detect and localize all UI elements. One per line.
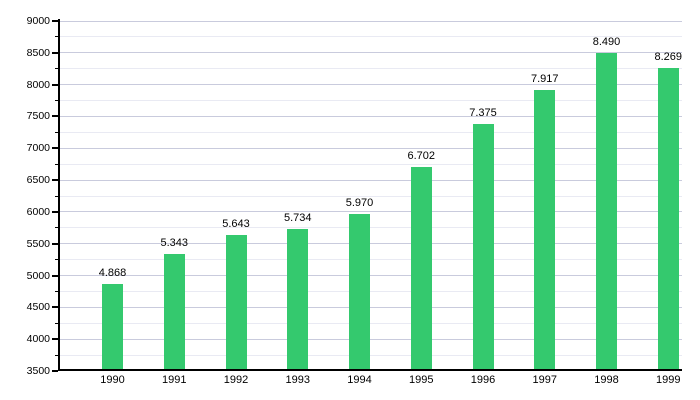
bar-value-label: 7.375 bbox=[469, 107, 497, 120]
x-axis-tick-label: 1997 bbox=[532, 374, 557, 386]
y-minor-tick bbox=[54, 227, 58, 229]
y-major-tick bbox=[52, 338, 58, 341]
x-axis-tick-label: 1992 bbox=[223, 374, 249, 386]
y-axis-tick-label: 8500 bbox=[26, 46, 50, 59]
y-major-tick bbox=[52, 306, 58, 309]
minor-gridline bbox=[60, 290, 682, 292]
x-axis-tick-label: 1991 bbox=[162, 374, 187, 386]
y-axis-tick-label: 6000 bbox=[26, 205, 50, 218]
bar-1994 bbox=[349, 213, 370, 369]
x-axis-line bbox=[58, 369, 682, 371]
major-gridline bbox=[60, 275, 682, 277]
major-gridline bbox=[60, 147, 682, 149]
bar-value-label: 5.970 bbox=[345, 196, 374, 209]
bar-1991 bbox=[163, 253, 185, 369]
major-gridline bbox=[60, 179, 682, 181]
y-minor-tick bbox=[54, 354, 58, 356]
minor-gridline bbox=[60, 227, 682, 229]
y-minor-tick bbox=[54, 131, 58, 133]
major-gridline bbox=[60, 211, 682, 213]
bar-1997 bbox=[534, 89, 556, 369]
bar-value-label: 7.917 bbox=[530, 72, 559, 85]
major-gridline bbox=[60, 20, 682, 22]
minor-gridline bbox=[60, 131, 682, 133]
y-major-tick bbox=[52, 242, 58, 245]
x-axis-tick-label: 1994 bbox=[347, 374, 372, 386]
y-major-tick bbox=[52, 147, 58, 150]
y-major-tick bbox=[52, 370, 58, 372]
bar-value-label: 8.269 bbox=[654, 50, 683, 63]
minor-gridline bbox=[60, 68, 682, 70]
major-gridline bbox=[60, 338, 682, 340]
y-minor-tick bbox=[54, 36, 58, 38]
minor-gridline bbox=[60, 354, 682, 356]
bar-value-label: 5.734 bbox=[283, 211, 312, 224]
y-minor-tick bbox=[54, 195, 58, 197]
major-gridline bbox=[60, 115, 682, 117]
major-gridline bbox=[60, 243, 682, 245]
minor-gridline bbox=[60, 36, 682, 38]
bar-1990 bbox=[102, 283, 123, 369]
bar-value-label: 8.490 bbox=[592, 36, 621, 49]
bar-1992 bbox=[225, 234, 247, 369]
y-axis-tick-label: 5000 bbox=[26, 269, 50, 282]
y-minor-tick bbox=[54, 322, 58, 324]
y-minor-tick bbox=[54, 290, 58, 292]
y-major-tick bbox=[52, 210, 58, 213]
bar-1998 bbox=[596, 53, 617, 369]
bar-value-label: 5.643 bbox=[222, 217, 250, 230]
y-axis-tick-label: 9000 bbox=[26, 15, 50, 27]
minor-gridline bbox=[60, 195, 682, 197]
x-axis-tick-label: 1995 bbox=[409, 374, 434, 386]
y-axis-tick-label: 6500 bbox=[26, 174, 50, 187]
bar-value-label: 4.868 bbox=[98, 266, 127, 279]
y-major-tick bbox=[52, 274, 58, 277]
y-major-tick bbox=[52, 179, 58, 182]
bar-1993 bbox=[287, 228, 309, 369]
y-axis-tick-label: 3500 bbox=[26, 365, 50, 377]
x-axis-tick-label: 1990 bbox=[100, 374, 125, 386]
y-major-tick bbox=[52, 20, 58, 22]
minor-gridline bbox=[60, 322, 682, 324]
y-major-tick bbox=[52, 83, 58, 86]
y-axis-tick-label: 8000 bbox=[26, 78, 50, 91]
bar-1995 bbox=[410, 167, 432, 369]
bar-1999 bbox=[657, 67, 679, 369]
y-minor-tick bbox=[54, 68, 58, 70]
x-axis-tick-label: 1998 bbox=[594, 374, 619, 386]
y-axis-tick-label: 5500 bbox=[26, 237, 50, 250]
minor-gridline bbox=[60, 259, 682, 261]
y-minor-tick bbox=[54, 259, 58, 261]
minor-gridline bbox=[60, 100, 682, 102]
x-axis-tick-label: 1993 bbox=[285, 374, 310, 386]
y-axis-tick-label: 7000 bbox=[26, 142, 50, 155]
y-axis-tick-label: 7500 bbox=[26, 110, 50, 123]
y-axis-tick-label: 4500 bbox=[26, 301, 50, 314]
x-axis-tick-label: 1996 bbox=[470, 374, 496, 386]
y-minor-tick bbox=[54, 163, 58, 165]
major-gridline bbox=[60, 84, 682, 86]
bar-value-label: 6.702 bbox=[407, 150, 436, 163]
y-axis-line bbox=[58, 19, 60, 371]
x-axis-tick-label: 1999 bbox=[656, 374, 681, 386]
bar-1996 bbox=[472, 124, 494, 369]
minor-gridline bbox=[60, 163, 682, 165]
y-minor-tick bbox=[54, 100, 58, 102]
bar-value-label: 5.343 bbox=[160, 236, 189, 249]
major-gridline bbox=[60, 52, 682, 54]
y-major-tick bbox=[52, 115, 58, 118]
y-major-tick bbox=[52, 51, 58, 54]
major-gridline bbox=[60, 306, 682, 308]
y-axis-tick-label: 4000 bbox=[26, 333, 50, 346]
